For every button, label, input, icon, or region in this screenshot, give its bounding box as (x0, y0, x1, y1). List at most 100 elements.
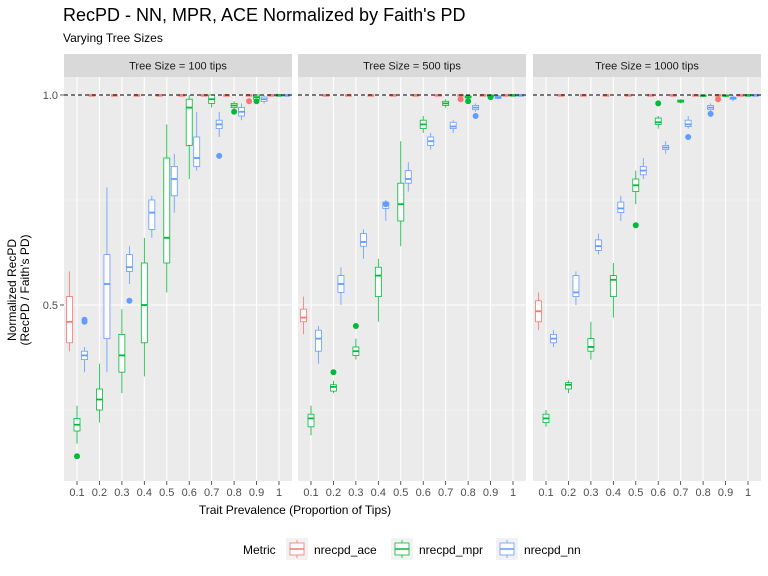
box-body (170, 165, 178, 197)
series-nrecpd_mpr (542, 94, 752, 427)
outlier-point (715, 96, 722, 103)
box (707, 103, 715, 117)
box (163, 124, 171, 293)
outlier-point (472, 113, 479, 119)
facet-panel: Tree Size = 100 tips 0.1 0.2 0.3 0.4 0.5 0.6 0.… (64, 54, 292, 499)
panel-background (533, 77, 761, 481)
box (427, 132, 435, 150)
box (662, 141, 670, 154)
outlier-point (126, 297, 133, 304)
box-body (397, 182, 405, 222)
box-body (148, 199, 156, 230)
box (300, 296, 307, 335)
box (245, 94, 253, 105)
box (118, 309, 126, 394)
legend-label: nrecpd_mpr (419, 543, 483, 557)
facet-strip-label: Tree Size = 100 tips (129, 61, 227, 73)
series-nrecpd_nn (550, 94, 759, 347)
x-tick-label: 0.2 (92, 487, 107, 499)
outlier-point (655, 100, 662, 107)
box (96, 363, 103, 423)
x-tick-label: 0.7 (204, 487, 219, 499)
outlier-point (246, 98, 253, 105)
chart-subtitle: Varying Tree Sizes (63, 31, 163, 45)
box (337, 267, 345, 305)
x-tick-label: 0.9 (718, 487, 733, 499)
facet-panel: Tree Size = 1000 tips 0.1 0.2 0.3 0.4 0.5 0.6 0… (533, 54, 761, 499)
box (315, 326, 322, 364)
box-body (300, 308, 307, 323)
x-tick-label: 0.5 (159, 487, 174, 499)
outlier-point (74, 453, 80, 460)
x-tick-label: 0.3 (348, 487, 363, 499)
facet-panel: Tree Size = 500 tips 0.1 0.2 0.3 0.4 0.5 0.6 0.… (298, 54, 526, 499)
box (419, 116, 427, 133)
box-body (307, 413, 315, 428)
x-tick-label: 0.8 (226, 487, 241, 499)
x-tick-label: 0.4 (371, 487, 386, 499)
box-body (163, 157, 171, 264)
y-tick-label: 0.5 (43, 300, 58, 312)
x-tick-label: 0.1 (538, 487, 553, 499)
legend-label: nrecpd_nn (524, 543, 581, 557)
box (148, 195, 156, 238)
box (260, 95, 268, 104)
box (729, 95, 737, 102)
facet-strip (298, 54, 526, 77)
box-body (330, 384, 337, 392)
x-tick-label: 0.1 (69, 487, 84, 499)
chart-title: RecPD - NN, MPR, ACE Normalized by Faith… (63, 5, 466, 25)
series-nrecpd_nn (81, 94, 290, 373)
box (404, 162, 412, 192)
outlier-point (231, 108, 238, 115)
box (464, 95, 472, 105)
y-axis: 0.5 1.0 (43, 90, 64, 312)
panel-background (298, 77, 526, 481)
box (193, 111, 201, 171)
x-tick-label: 0.2 (561, 487, 576, 499)
box (81, 316, 88, 373)
legend: Metric nrecpd_ace nrecpd_mpr nrecpd_nn (243, 538, 581, 560)
box (359, 229, 367, 259)
box (442, 99, 450, 108)
series-nrecpd_mpr (307, 94, 517, 436)
outlier-point (382, 201, 389, 208)
box-body (359, 233, 367, 247)
facet-panels: Tree Size = 100 tips 0.1 0.2 0.3 0.4 0.5 0.6 0.… (64, 54, 761, 499)
box (609, 263, 617, 318)
box-body (140, 262, 148, 344)
x-tick-label: 0.7 (673, 487, 688, 499)
outlier-point (216, 152, 223, 159)
outlier-point (352, 323, 359, 329)
box (565, 380, 572, 394)
box (170, 153, 178, 213)
x-tick-label: 0.5 (393, 487, 408, 499)
y-tick-label: 1.0 (43, 90, 58, 102)
box (714, 94, 722, 103)
x-tick-label: 0.2 (326, 487, 341, 499)
legend-item-nrecpd_mpr: nrecpd_mpr (391, 538, 483, 560)
box (654, 100, 662, 129)
box (632, 170, 640, 229)
box (587, 321, 595, 360)
box (238, 103, 246, 121)
box-body (66, 296, 73, 344)
x-tick-label: 1 (745, 487, 751, 499)
box-body (118, 333, 126, 373)
legend-item-nrecpd_nn: nrecpd_nn (496, 538, 581, 560)
box (307, 405, 315, 436)
box (572, 271, 580, 305)
x-tick-label: 0.6 (416, 487, 431, 499)
box (684, 116, 692, 140)
facet-strip-label: Tree Size = 1000 tips (595, 61, 699, 73)
box-body (193, 136, 201, 167)
panel-background (64, 77, 292, 481)
facet-strip-label: Tree Size = 500 tips (363, 61, 461, 73)
x-tick-label: 0.9 (483, 487, 498, 499)
box-body (374, 266, 382, 298)
y-axis-title-line2: (RecPD / Faith's PD) (18, 235, 32, 346)
box-body (125, 254, 133, 272)
box-body (587, 338, 595, 352)
outlier-point (685, 134, 692, 140)
box-body (609, 275, 617, 298)
